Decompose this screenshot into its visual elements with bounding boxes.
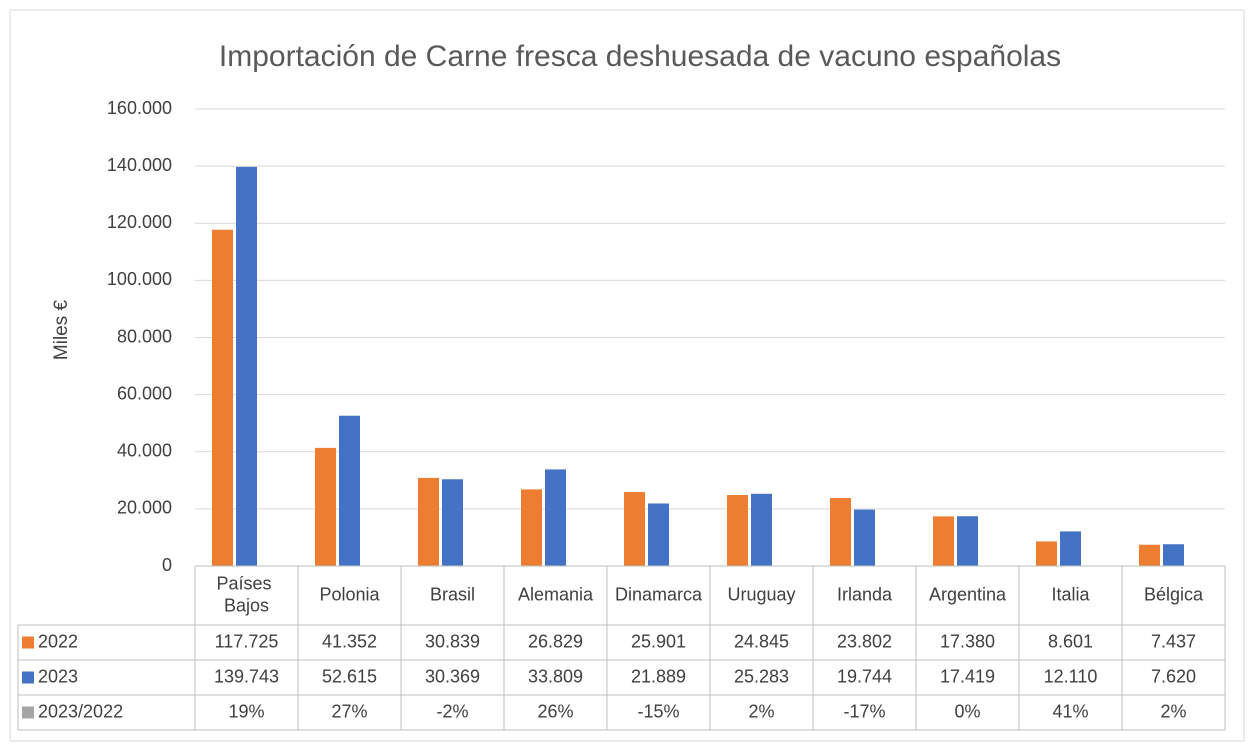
data-table-cell: 17.380 [940,631,995,651]
bar [315,448,336,566]
data-table-cell: 24.845 [734,631,789,651]
bar [521,489,542,566]
data-table-cell: 139.743 [214,666,279,686]
data-table-cell: 17.419 [940,666,995,686]
legend-key [22,707,34,719]
data-table-cell: 7.437 [1151,631,1196,651]
bar [236,167,257,566]
bar [1139,545,1160,566]
data-table-cell: 19.744 [837,666,892,686]
data-table-cell: 25.283 [734,666,789,686]
x-tick-label: Argentina [929,584,1007,604]
y-axis-label: Miles € [51,299,72,360]
data-table-cell: 25.901 [631,631,686,651]
x-tick-label: Brasil [430,584,475,604]
legend-label: 2023 [38,666,78,686]
data-table-cell: 26% [537,701,573,721]
bar [442,479,463,566]
y-tick-label: 80.000 [117,326,172,346]
bar [957,516,978,566]
data-table-cell: -2% [436,701,468,721]
data-table-cell: 8.601 [1048,631,1093,651]
data-table-cell: 117.725 [215,631,279,651]
data-table-cell: 7.620 [1151,666,1196,686]
chart-title: Importación de Carne fresca deshuesada d… [219,40,1061,73]
x-tick-label: Italia [1051,584,1090,604]
legend-key [22,672,34,684]
data-table-cell: 30.369 [425,666,480,686]
bar [212,230,233,566]
bar [1163,544,1184,566]
data-table-cell: 23.802 [837,631,892,651]
data-table-cell: -17% [843,701,885,721]
x-tick-label: Dinamarca [615,584,703,604]
y-tick-label: 0 [162,555,172,575]
bar [1060,531,1081,566]
data-table-cell: 2% [1160,701,1186,721]
bar [751,494,772,566]
bar [933,516,954,566]
data-table-cell: 33.809 [528,666,583,686]
bar [339,416,360,566]
y-tick-label: 60.000 [117,383,172,403]
y-tick-label: 40.000 [117,441,172,461]
bar [545,469,566,566]
bar [854,510,875,566]
bar [648,503,669,566]
data-table-cell: 2% [748,701,774,721]
bar [830,498,851,566]
x-tick-label: Alemania [518,584,594,604]
y-tick-label: 140.000 [107,155,172,175]
y-tick-label: 20.000 [117,498,172,518]
bar [418,478,439,566]
data-table-cell: 21.889 [631,666,686,686]
data-table-cell: -15% [637,701,679,721]
x-tick-label: Irlanda [837,584,893,604]
data-table-cell: 41.352 [322,631,377,651]
data-table-cell: 26.829 [528,631,583,651]
data-table-cell: 19% [228,701,264,721]
data-table-cell: 41% [1052,701,1088,721]
bar [624,492,645,566]
x-tick-label: Bélgica [1144,584,1204,604]
data-table-cell: 30.839 [425,631,480,651]
y-tick-label: 160.000 [107,98,172,118]
y-tick-label: 120.000 [107,212,172,232]
legend-label: 2022 [38,631,78,651]
bar [1036,541,1057,566]
bar [727,495,748,566]
y-tick-label: 100.000 [107,269,172,289]
data-table-cell: 27% [331,701,367,721]
data-table-cell: 12.110 [1044,666,1098,686]
x-tick-label: Polonia [319,584,380,604]
data-table-cell: 52.615 [322,666,377,686]
x-tick-label: Uruguay [727,584,795,604]
legend-label: 2023/2022 [38,701,123,721]
data-table-cell: 0% [954,701,980,721]
legend-key [22,637,34,649]
